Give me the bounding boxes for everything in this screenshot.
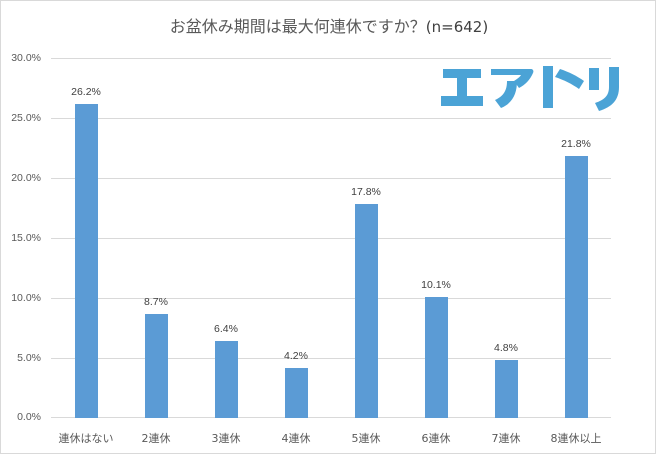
bar-value-label: 10.1%: [421, 279, 451, 291]
bar: [564, 156, 588, 418]
bar-value-label: 17.8%: [351, 186, 381, 198]
bar: [144, 314, 168, 418]
bar: [214, 341, 238, 418]
y-tick-label: 15.0%: [11, 232, 41, 244]
bar-value-label: 8.7%: [144, 296, 168, 308]
y-tick-label: 5.0%: [17, 352, 41, 364]
gridline-20: [51, 178, 611, 179]
x-category-label: 3連休: [211, 432, 241, 445]
y-tick-label: 30.0%: [11, 52, 41, 64]
x-axis-line: [51, 417, 611, 418]
y-tick-label: 10.0%: [11, 292, 41, 304]
y-tick-label: 0.0%: [17, 411, 41, 423]
bar-value-label: 4.2%: [284, 350, 308, 362]
bar-value-label: 6.4%: [214, 323, 238, 335]
bar: [284, 368, 308, 418]
x-category-label: 連休はない: [58, 432, 114, 445]
x-category-label: 7連休: [491, 432, 521, 445]
bar-value-label: 26.2%: [71, 86, 101, 98]
plot-area: 30.0% 25.0% 20.0% 15.0% 10.0% 5.0% 0.0% …: [11, 52, 611, 445]
bar: [494, 360, 518, 418]
gridline-25: [51, 118, 611, 119]
bar: [424, 297, 448, 418]
gridline-5: [51, 358, 611, 359]
chart-title: お盆休み期間は最大何連休ですか？(n=642): [1, 13, 656, 37]
x-category-label: 4連休: [281, 432, 311, 445]
bar: [74, 104, 98, 418]
y-tick-label: 25.0%: [11, 112, 41, 124]
x-category-label: 2連休: [141, 432, 171, 445]
chart-title-sample-size: (n=642): [425, 18, 489, 36]
x-category-label: 8連休以上: [550, 432, 602, 445]
gridline-15: [51, 238, 611, 239]
bar-value-label: 21.8%: [561, 138, 591, 150]
gridline-30: [51, 58, 611, 59]
bar-value-label: 4.8%: [494, 342, 518, 354]
airtrip-logo: エアトリ: [441, 66, 619, 111]
x-category-label: 6連休: [421, 432, 451, 445]
x-category-label: 5連休: [351, 432, 381, 445]
bar: [354, 204, 378, 418]
y-tick-label: 20.0%: [11, 172, 41, 184]
chart-title-main: お盆休み期間は最大何連休ですか？: [169, 17, 426, 36]
gridline-10: [51, 298, 611, 299]
